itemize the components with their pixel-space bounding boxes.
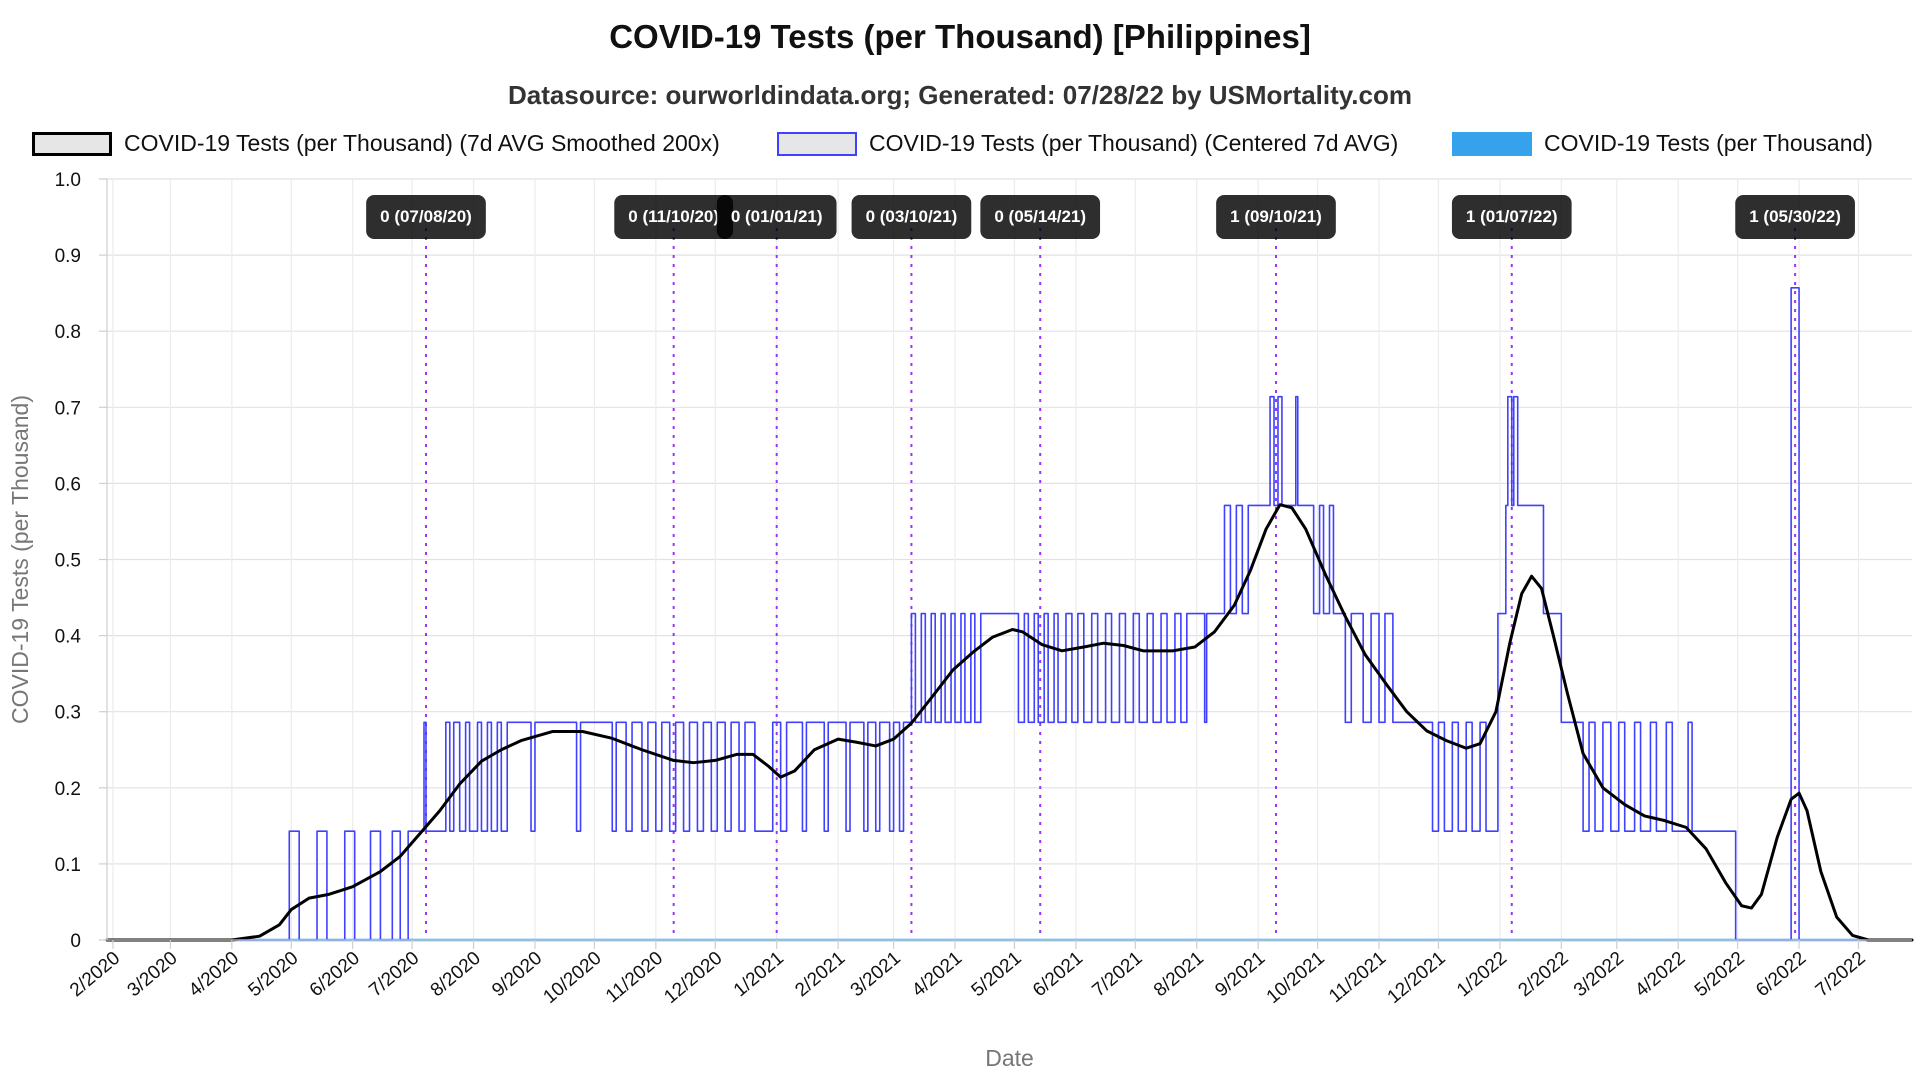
annotation-label-box (1451, 195, 1572, 239)
x-tick-label: 4/2020 (185, 948, 243, 1001)
series-smoothed-line (105, 503, 1914, 942)
annotation-label-text: 1 (01/07/22) (1466, 207, 1558, 226)
gridlines (107, 178, 1912, 941)
x-tick-label: 2/2021 (791, 948, 849, 1001)
legend-label-smoothed: COVID-19 Tests (per Thousand) (7d AVG Sm… (124, 130, 720, 156)
annotation-label-box (980, 195, 1101, 239)
x-tick-label: 12/2021 (1384, 948, 1450, 1008)
legend-label-raw: COVID-19 Tests (per Thousand) (1544, 130, 1873, 156)
annotation-label: 1 (09/10/21) (1216, 195, 1336, 239)
annotation-label-text: 0 (01/01/21) (731, 207, 823, 226)
chart-title: COVID-19 Tests (per Thousand) [Philippin… (609, 18, 1311, 55)
x-tick-label: 10/2020 (540, 948, 606, 1008)
x-tick-label: 4/2021 (908, 948, 966, 1001)
annotation-label-box (1216, 195, 1336, 239)
x-tick-label: 2/2022 (1514, 948, 1572, 1001)
x-tick-label: 6/2021 (1029, 948, 1087, 1001)
y-tick-label: 0.7 (55, 398, 81, 419)
y-tick-label: 0.6 (55, 474, 81, 495)
y-tick-label: 0.3 (55, 703, 81, 724)
annotation-label: 0 (11/10/20) (614, 195, 734, 239)
x-tick-label: 7/2020 (365, 948, 423, 1001)
x-tick-label: 10/2021 (1263, 948, 1329, 1008)
annotation-label-text: 1 (05/30/22) (1749, 207, 1841, 226)
legend-label-centered: COVID-19 Tests (per Thousand) (Centered … (869, 130, 1399, 156)
annotation-label-text: 0 (03/10/21) (866, 207, 958, 226)
annotation-label-box (614, 195, 734, 239)
legend: COVID-19 Tests (per Thousand) (7d AVG Sm… (0, 130, 1920, 164)
x-tick-label: 5/2021 (968, 948, 1026, 1001)
legend-swatch-centered (777, 131, 857, 156)
annotation-label-text: 0 (05/14/21) (994, 207, 1086, 226)
y-tick-label: 0.8 (55, 322, 81, 343)
x-tick-label: 5/2022 (1691, 948, 1749, 1001)
x-tick-label: 7/2022 (1812, 948, 1870, 1001)
y-tick-label: 0.5 (55, 551, 81, 572)
annotation-label-box (851, 195, 972, 239)
y-tick-label: 1.0 (55, 170, 81, 191)
x-tick-label: 6/2020 (306, 948, 364, 1001)
annotation-label: 0 (05/14/21) (980, 195, 1101, 239)
x-tick-label: 9/2020 (488, 948, 546, 1001)
annotation-label-text: 0 (07/08/20) (380, 207, 472, 226)
series-centered-line (106, 287, 1913, 941)
x-tick-label: 11/2020 (602, 948, 667, 1007)
x-tick-label: 3/2021 (847, 948, 905, 1001)
x-tick-label: 12/2020 (660, 948, 726, 1008)
annotation-label: 1 (01/07/22) (1451, 195, 1572, 239)
y-tick-label: 0.4 (55, 627, 82, 648)
annotation-labels: 0 (07/08/20) 0 (11/10/20) 0 (01/01/21) 0 (0… (366, 195, 1855, 239)
annotation-label-box (366, 195, 486, 239)
x-tick-label: 11/2021 (1325, 948, 1390, 1007)
x-axis-title: Date (985, 1045, 1034, 1071)
x-tick-label: 5/2020 (244, 948, 302, 1001)
y-axis-title: COVID-19 Tests (per Thousand) (7, 395, 33, 724)
x-tick-label: 4/2022 (1631, 948, 1689, 1001)
legend-item-centered[interactable]: COVID-19 Tests (per Thousand) (Centered … (777, 130, 1398, 157)
annotation-label-text: 1 (09/10/21) (1230, 207, 1322, 226)
y-tick-label: 0.9 (55, 246, 81, 267)
axes: 00.10.20.30.40.50.60.70.80.91.02/2020 3/2… (55, 170, 1912, 1008)
x-tick-label: 3/2020 (124, 948, 182, 1001)
x-tick-label: 8/2021 (1150, 948, 1208, 1001)
x-tick-label: 7/2021 (1089, 948, 1147, 1001)
x-tick-label: 9/2021 (1211, 948, 1269, 1001)
x-tick-label: 1/2022 (1453, 948, 1511, 1001)
x-tick-label: 6/2022 (1752, 948, 1810, 1001)
annotation-label: 0 (01/01/21) (716, 195, 837, 239)
annotation-label: 0 (07/08/20) (366, 195, 486, 239)
x-tick-label: 1/2021 (730, 948, 788, 1001)
annotation-label-box (1735, 195, 1855, 239)
y-tick-label: 0 (70, 931, 81, 952)
annotation-lines (424, 219, 1797, 940)
legend-item-raw[interactable]: COVID-19 Tests (per Thousand) (1452, 130, 1873, 157)
legend-swatch-raw (1452, 131, 1532, 156)
annotation-label-box (716, 195, 837, 239)
legend-swatch-smoothed (32, 131, 112, 156)
annotation-label: 1 (05/30/22) (1735, 195, 1855, 239)
x-tick-label: 2/2020 (66, 948, 124, 1001)
annotation-label: 0 (03/10/21) (851, 195, 972, 239)
chart-subtitle: Datasource: ourworldindata.org; Generate… (508, 80, 1412, 110)
x-tick-label: 3/2022 (1570, 948, 1628, 1001)
x-tick-label: 8/2020 (427, 948, 485, 1001)
annotation-label-text: 0 (11/10/20) (628, 207, 719, 226)
legend-item-smoothed[interactable]: COVID-19 Tests (per Thousand) (7d AVG Sm… (32, 130, 720, 157)
series-lines (105, 287, 1914, 942)
y-tick-label: 0.2 (55, 779, 81, 800)
y-tick-label: 0.1 (55, 855, 81, 876)
